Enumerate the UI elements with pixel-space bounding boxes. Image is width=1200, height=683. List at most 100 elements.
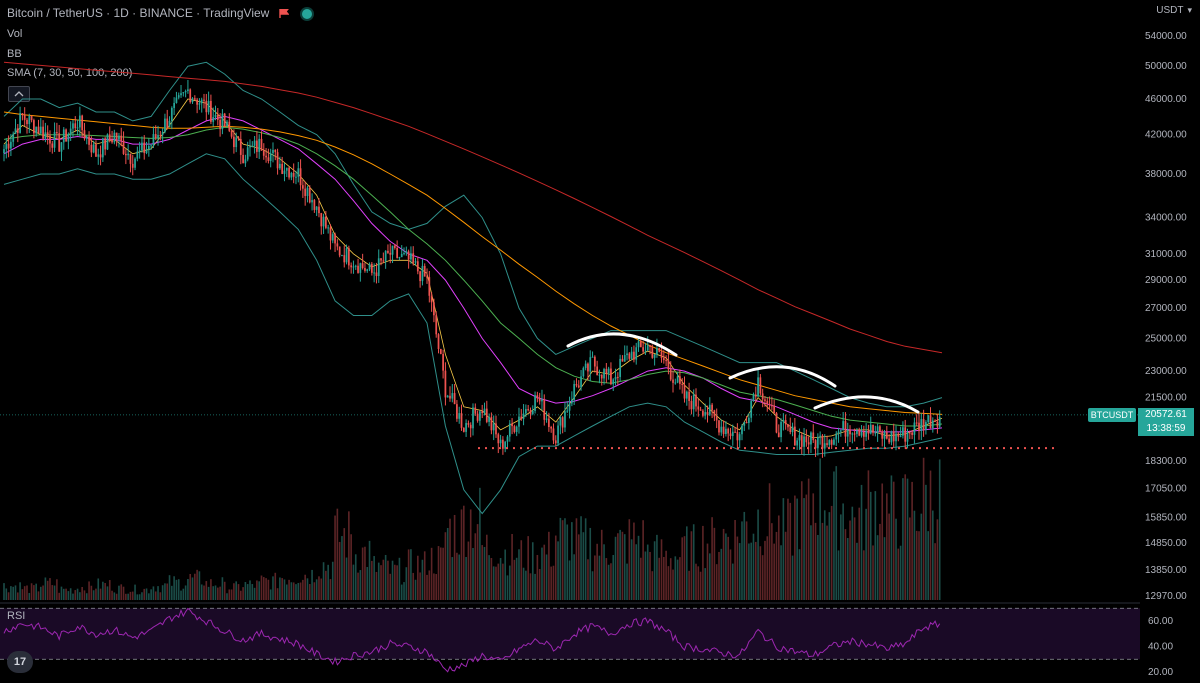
tradingview-logo[interactable]: 17 [7, 651, 33, 673]
volume-bar [88, 581, 90, 600]
candle-body [679, 376, 681, 384]
volume-bar [527, 536, 529, 600]
candle-body [672, 379, 674, 383]
volume-bar [242, 587, 244, 600]
volume-bar [513, 559, 516, 600]
candle-body [729, 433, 732, 437]
volume-bar [761, 555, 764, 600]
volume-bar [387, 560, 389, 600]
volume-bar [120, 584, 123, 600]
indicator-bb[interactable]: BB [7, 48, 22, 60]
candle-body [879, 426, 881, 432]
candle-body [281, 163, 284, 174]
candle-body [136, 151, 139, 159]
candle-body [499, 439, 502, 444]
candle-body [616, 376, 619, 378]
candle-body [198, 103, 201, 105]
volume-bar [603, 544, 605, 600]
candle-body [511, 423, 513, 427]
volume-bar [780, 545, 782, 600]
candle-body [78, 115, 81, 128]
volume-bar [479, 487, 481, 600]
candle-body [368, 263, 371, 270]
candle-body [223, 113, 226, 127]
candle-body [736, 432, 739, 441]
volume-bar [635, 544, 638, 600]
volume-bar [118, 585, 120, 600]
candle-body [513, 426, 516, 432]
candle-body [927, 415, 930, 423]
candle-body [72, 123, 74, 129]
candle-body [791, 426, 794, 433]
candle-body [667, 360, 670, 370]
candle-body [906, 432, 909, 442]
volume-bar [748, 543, 750, 600]
volume-bar [177, 579, 180, 600]
volume-bar [251, 584, 254, 600]
volume-bar [876, 535, 879, 600]
volume-bar [35, 583, 37, 600]
candle-body [504, 441, 507, 449]
volume-bar [74, 590, 77, 600]
candle-body [897, 433, 900, 437]
volume-bar [663, 556, 665, 600]
indicator-sma[interactable]: SMA (7, 30, 50, 100, 200) [7, 67, 133, 79]
candle-body [12, 133, 15, 142]
volume-bar [695, 563, 697, 600]
candle-body [814, 440, 817, 449]
volume-bar [279, 577, 281, 600]
candle-body [649, 345, 651, 348]
candle-body [816, 436, 819, 449]
candle-body [49, 135, 51, 144]
volume-bar [297, 582, 300, 600]
candle-body [598, 374, 601, 376]
volume-bar [554, 535, 557, 600]
candle-body [810, 432, 812, 445]
volume-bar [62, 588, 65, 600]
candle-body [789, 427, 792, 433]
flag-icon[interactable] [278, 9, 289, 19]
currency-selector[interactable]: USDT ▾ [1156, 5, 1192, 16]
volume-bar [272, 576, 274, 600]
chart-title: Bitcoin / TetherUS · 1D · BINANCE · Trad… [7, 6, 313, 20]
candle-body [807, 442, 810, 445]
volume-bar [812, 493, 815, 600]
candle-body [42, 126, 44, 139]
volume-bar [131, 591, 134, 600]
volume-bar [686, 526, 688, 600]
volume-bar [42, 585, 44, 600]
candle-body [593, 356, 596, 367]
indicator-vol[interactable]: Vol [7, 28, 23, 40]
candle-body [324, 216, 327, 228]
volume-bar [30, 583, 33, 600]
candle-body [568, 403, 571, 411]
candle-body [472, 407, 474, 429]
price-tick-label: 13850.00 [1145, 565, 1187, 576]
volume-bar [844, 529, 847, 600]
candle-body [704, 412, 707, 416]
candle-body [164, 118, 166, 133]
volume-bar [913, 510, 916, 600]
volume-bar [559, 517, 562, 600]
volume-bar [210, 579, 212, 600]
volume-bar [173, 576, 175, 600]
candle-body [308, 187, 311, 203]
candle-body [451, 393, 454, 399]
candle-body [410, 253, 412, 260]
volume-bar [16, 592, 19, 600]
volume-bar [814, 522, 817, 600]
candle-body [918, 422, 920, 431]
candle-body [874, 432, 877, 434]
indicator-rsi[interactable]: RSI [7, 610, 26, 622]
rsi-tick-label: 20.00 [1148, 667, 1173, 678]
volume-bar [488, 555, 490, 600]
volume-bar [617, 533, 619, 600]
collapse-legend-button[interactable] [8, 86, 30, 102]
candle-body [566, 410, 569, 412]
candle-body [419, 271, 421, 282]
candle-body [361, 263, 364, 269]
volume-bar [104, 582, 106, 600]
candle-body [384, 250, 387, 262]
volume-bar [676, 559, 679, 600]
